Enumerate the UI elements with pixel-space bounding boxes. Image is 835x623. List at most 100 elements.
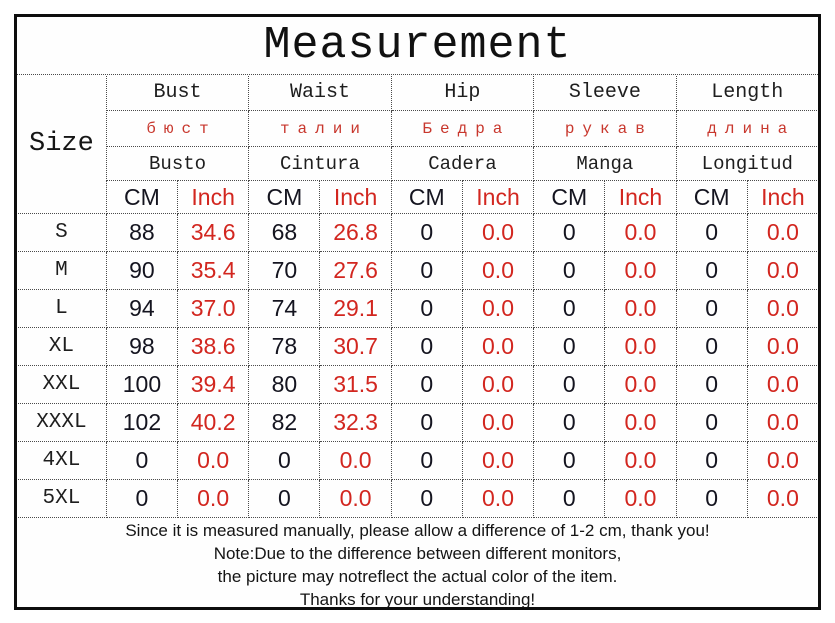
value-cell-inch: 0.0 bbox=[461, 327, 535, 366]
value-cell-inch: 0.0 bbox=[604, 289, 677, 328]
value-cell-cm: 0 bbox=[390, 327, 463, 366]
value-cell-inch: 0.0 bbox=[177, 479, 250, 518]
value-cell-inch: 0.0 bbox=[604, 251, 677, 290]
value-cell-inch: 0.0 bbox=[319, 479, 392, 518]
value-cell-inch: 0.0 bbox=[746, 479, 818, 518]
value-cell-cm: 0 bbox=[675, 403, 748, 442]
unit-cm-bust: CM bbox=[105, 180, 179, 214]
value-cell-cm: 0 bbox=[248, 479, 321, 518]
value-cell-inch: 38.6 bbox=[177, 327, 250, 366]
value-cell-inch: 0.0 bbox=[604, 441, 677, 480]
value-cell-inch: 30.7 bbox=[319, 327, 392, 366]
value-cell-cm: 0 bbox=[248, 441, 321, 480]
value-cell-cm: 0 bbox=[675, 213, 748, 252]
table-row-4xl: 4XL 0 0.0 0 0.0 0 0.0 0 0.0 0 0.0 bbox=[17, 441, 818, 480]
col-header-en-bust: Bust bbox=[105, 75, 250, 111]
unit-inch-waist: Inch bbox=[319, 180, 392, 214]
table-row-m: M 90 35.4 70 27.6 0 0.0 0 0.0 0 0.0 bbox=[17, 251, 818, 290]
value-cell-cm: 0 bbox=[675, 327, 748, 366]
table-row-xxxl: XXXL 102 40.2 82 32.3 0 0.0 0 0.0 0 0.0 bbox=[17, 403, 818, 442]
col-header-en-hip: Hip bbox=[390, 75, 535, 111]
value-cell-cm: 0 bbox=[675, 479, 748, 518]
value-cell-cm: 0 bbox=[533, 289, 606, 328]
value-cell-inch: 0.0 bbox=[746, 365, 818, 404]
size-cell: S bbox=[17, 213, 107, 252]
value-cell-cm: 0 bbox=[533, 403, 606, 442]
value-cell-inch: 0.0 bbox=[461, 365, 535, 404]
value-cell-cm: 0 bbox=[533, 441, 606, 480]
value-cell-cm: 0 bbox=[390, 213, 463, 252]
note-line: Note:Due to the difference between diffe… bbox=[213, 544, 622, 563]
value-cell-inch: 0.0 bbox=[604, 365, 677, 404]
value-cell-cm: 0 bbox=[675, 441, 748, 480]
value-cell-inch: 0.0 bbox=[461, 289, 535, 328]
table-row-xl: XL 98 38.6 78 30.7 0 0.0 0 0.0 0 0.0 bbox=[17, 327, 818, 366]
value-cell-inch: 0.0 bbox=[604, 479, 677, 518]
value-cell-inch: 39.4 bbox=[177, 365, 250, 404]
value-cell-cm: 80 bbox=[248, 365, 321, 404]
col-header-es-waist: Cintura bbox=[248, 146, 392, 181]
value-cell-inch: 34.6 bbox=[177, 213, 250, 252]
value-cell-inch: 0.0 bbox=[746, 251, 818, 290]
value-cell-inch: 0.0 bbox=[461, 251, 535, 290]
value-cell-inch: 0.0 bbox=[746, 213, 818, 252]
measurement-table: Size Bust Waist Hip Sleeve Length бюст талии Б… bbox=[17, 75, 818, 518]
value-cell-inch: 0.0 bbox=[461, 213, 535, 252]
value-cell-cm: 0 bbox=[533, 479, 606, 518]
value-cell-cm: 102 bbox=[105, 403, 179, 442]
unit-inch-sleeve: Inch bbox=[604, 180, 677, 214]
header-row-english: Size Bust Waist Hip Sleeve Length bbox=[17, 75, 818, 214]
size-header: Size bbox=[17, 75, 107, 214]
unit-cm-hip: CM bbox=[390, 180, 463, 214]
col-header-es-sleeve: Manga bbox=[533, 146, 677, 181]
value-cell-cm: 0 bbox=[533, 251, 606, 290]
unit-cm-sleeve: CM bbox=[533, 180, 606, 214]
col-header-ru-bust: бюст bbox=[105, 110, 250, 147]
value-cell-inch: 37.0 bbox=[177, 289, 250, 328]
value-cell-cm: 74 bbox=[248, 289, 321, 328]
value-cell-cm: 0 bbox=[105, 479, 179, 518]
value-cell-cm: 90 bbox=[105, 251, 179, 290]
notes-block: Since it is measured manually, please al… bbox=[17, 518, 818, 615]
value-cell-cm: 0 bbox=[390, 289, 463, 328]
size-cell: XL bbox=[17, 327, 107, 366]
table-row-l: L 94 37.0 74 29.1 0 0.0 0 0.0 0 0.0 bbox=[17, 289, 818, 328]
unit-inch-length: Inch bbox=[746, 180, 818, 214]
value-cell-cm: 0 bbox=[390, 441, 463, 480]
value-cell-cm: 88 bbox=[105, 213, 179, 252]
value-cell-cm: 82 bbox=[248, 403, 321, 442]
unit-inch-bust: Inch bbox=[177, 180, 250, 214]
col-header-es-length: Longitud bbox=[675, 146, 818, 181]
value-cell-cm: 94 bbox=[105, 289, 179, 328]
table-row-s: S 88 34.6 68 26.8 0 0.0 0 0.0 0 0.0 bbox=[17, 213, 818, 252]
col-header-en-waist: Waist bbox=[248, 75, 392, 111]
value-cell-inch: 29.1 bbox=[319, 289, 392, 328]
size-cell: M bbox=[17, 251, 107, 290]
size-cell: 5XL bbox=[17, 479, 107, 518]
value-cell-inch: 0.0 bbox=[604, 213, 677, 252]
measurement-sheet: Measurement Size Bust Waist Hip Sleeve Lengt… bbox=[14, 14, 821, 610]
size-cell: XXL bbox=[17, 365, 107, 404]
col-header-en-sleeve: Sleeve bbox=[533, 75, 677, 111]
value-cell-cm: 0 bbox=[533, 213, 606, 252]
value-cell-inch: 32.3 bbox=[319, 403, 392, 442]
value-cell-inch: 0.0 bbox=[746, 327, 818, 366]
note-line: Thanks for your understanding! bbox=[299, 590, 536, 609]
value-cell-cm: 0 bbox=[675, 365, 748, 404]
value-cell-inch: 0.0 bbox=[177, 441, 250, 480]
value-cell-cm: 0 bbox=[390, 365, 463, 404]
value-cell-inch: 0.0 bbox=[461, 479, 535, 518]
col-header-es-hip: Cadera bbox=[390, 146, 535, 181]
value-cell-inch: 40.2 bbox=[177, 403, 250, 442]
value-cell-cm: 0 bbox=[390, 403, 463, 442]
header-row-russian: бюст талии Бедра рукав длина bbox=[17, 110, 818, 147]
value-cell-cm: 0 bbox=[105, 441, 179, 480]
value-cell-inch: 0.0 bbox=[461, 403, 535, 442]
note-line: the picture may notreflect the actual co… bbox=[217, 567, 618, 586]
unit-cm-waist: CM bbox=[248, 180, 321, 214]
col-header-es-bust: Busto bbox=[105, 146, 250, 181]
value-cell-inch: 0.0 bbox=[461, 441, 535, 480]
size-cell: XXXL bbox=[17, 403, 107, 442]
value-cell-cm: 0 bbox=[533, 327, 606, 366]
value-cell-cm: 70 bbox=[248, 251, 321, 290]
